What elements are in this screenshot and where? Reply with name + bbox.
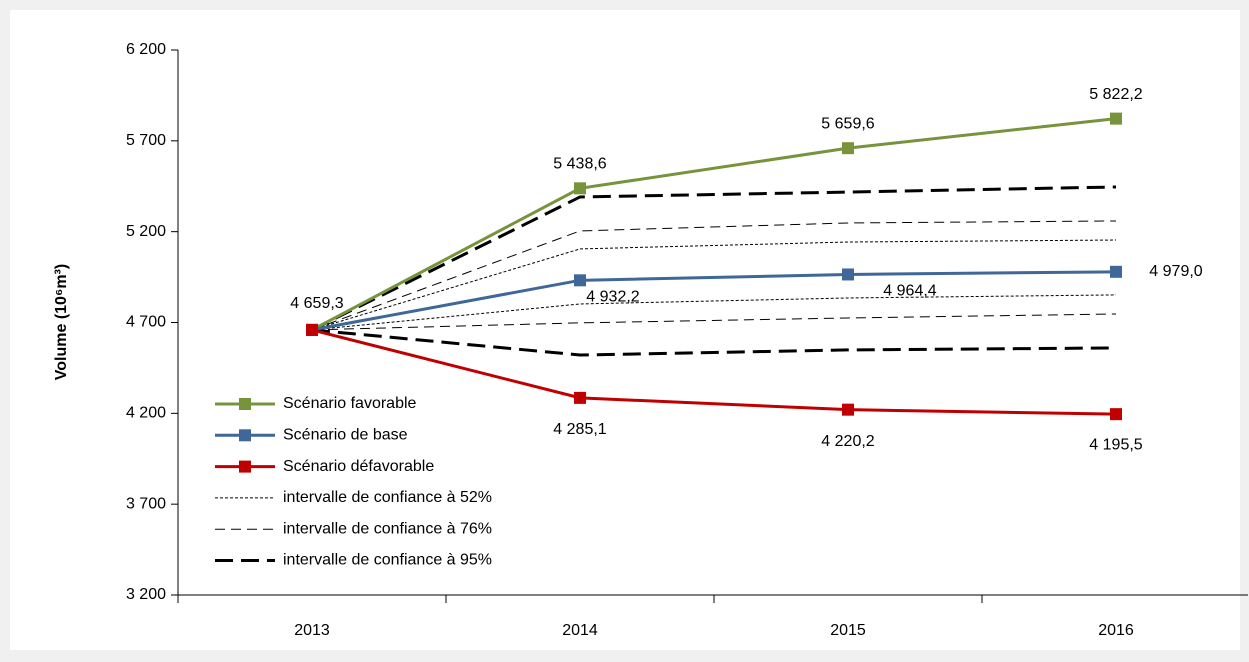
legend-label: intervalle de confiance à 95%	[283, 552, 492, 569]
confidence-line	[311, 220, 1117, 331]
legend-label: intervalle de confiance à 52%	[283, 489, 492, 506]
confidence-line	[311, 239, 1117, 331]
confidence-line	[311, 313, 1117, 331]
data-label: 4 964,4	[883, 283, 936, 300]
legend-marker	[239, 460, 251, 473]
marker	[842, 403, 854, 416]
data-label: 5 659,6	[821, 115, 874, 132]
legend-marker	[239, 398, 251, 410]
x-tick-label: 2015	[830, 622, 866, 639]
marker	[842, 142, 854, 155]
series-line	[311, 117, 1117, 332]
confidence-line	[311, 328, 1117, 357]
y-tick-label: 5 700	[126, 132, 166, 149]
y-tick-label: 5 200	[126, 223, 166, 240]
marker	[842, 268, 854, 281]
data-label: 4 220,2	[821, 433, 874, 450]
series-line	[311, 270, 1117, 332]
marker	[574, 182, 586, 195]
marker	[1110, 265, 1122, 278]
marker	[1110, 408, 1122, 421]
y-tick-label: 4 200	[126, 405, 166, 422]
confidence-line	[311, 294, 1117, 331]
legend-marker	[239, 429, 251, 442]
y-axis-label: Volume (10⁶m³)	[53, 264, 70, 380]
y-tick-label: 3 200	[126, 586, 166, 603]
x-tick-label: 2013	[294, 622, 330, 639]
data-label: 5 438,6	[553, 156, 606, 173]
data-label: 5 822,2	[1089, 86, 1142, 103]
y-tick-label: 4 700	[126, 314, 166, 331]
x-tick-label: 2016	[1098, 622, 1134, 639]
data-label: 4 285,1	[553, 421, 606, 438]
marker	[574, 391, 586, 404]
data-label: 4 979,0	[1149, 263, 1202, 280]
x-tick-label: 2014	[562, 622, 598, 639]
legend-label: Scénario défavorable	[283, 458, 434, 475]
data-label: 4 195,5	[1089, 436, 1142, 453]
confidence-line	[311, 185, 1117, 332]
data-label: 4 659,3	[290, 295, 343, 312]
y-tick-label: 6 200	[126, 41, 166, 58]
marker	[1110, 112, 1122, 125]
legend-label: intervalle de confiance à 76%	[283, 520, 492, 537]
marker	[306, 323, 318, 336]
chart-area	[10, 10, 1240, 650]
data-label: 4 932,2	[586, 289, 639, 306]
y-tick-label: 3 700	[126, 495, 166, 512]
legend-label: Scénario de base	[283, 427, 408, 444]
marker	[574, 274, 586, 287]
legend-label: Scénario favorable	[283, 395, 417, 412]
series-line	[311, 328, 1117, 416]
